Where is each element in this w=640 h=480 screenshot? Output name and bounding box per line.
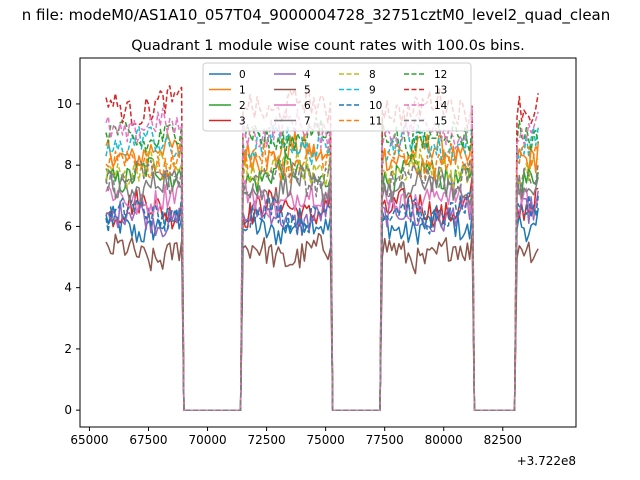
x-tick-label: 77500 — [366, 433, 404, 447]
legend-label-4: 4 — [304, 69, 311, 81]
x-tick-label: 65000 — [70, 433, 108, 447]
series-line-14 — [105, 105, 539, 411]
y-tick-label: 10 — [57, 97, 72, 111]
legend-label-11: 11 — [369, 116, 382, 128]
legend-label-9: 9 — [369, 85, 376, 97]
legend-box — [202, 62, 472, 132]
series-line-1 — [105, 131, 539, 411]
plot-area — [105, 85, 539, 411]
legend-label-2: 2 — [239, 100, 246, 112]
x-tick-label: 75000 — [307, 433, 345, 447]
chart-title: Quadrant 1 module wise count rates with … — [131, 38, 525, 54]
x-offset-label: +3.722e8 — [517, 454, 576, 468]
series-line-7 — [105, 164, 539, 411]
x-tick-label: 70000 — [188, 433, 226, 447]
legend-label-8: 8 — [369, 69, 376, 81]
series-line-10 — [105, 187, 539, 411]
legend-label-3: 3 — [239, 116, 246, 128]
x-tick-label: 72500 — [247, 433, 285, 447]
x-tick-label: 82500 — [484, 433, 522, 447]
legend-label-14: 14 — [434, 100, 448, 112]
y-tick-label: 8 — [64, 158, 72, 172]
legend-label-12: 12 — [434, 69, 447, 81]
series-line-5 — [105, 232, 539, 411]
legend-label-1: 1 — [239, 85, 246, 97]
axis-ticks: 65000 67500 70000 72500 75000 77500 80000 82500… — [57, 97, 522, 447]
series-line-15 — [105, 157, 539, 411]
series-line-11 — [105, 135, 539, 411]
legend-label-15: 15 — [434, 116, 447, 128]
legend-label-5: 5 — [304, 85, 311, 97]
y-tick-label: 4 — [64, 281, 72, 295]
series-line-6 — [105, 178, 539, 411]
axes-frame — [79, 57, 577, 428]
legend-label-0: 0 — [239, 69, 246, 81]
legend-label-13: 13 — [434, 85, 447, 97]
legend-label-10: 10 — [369, 100, 382, 112]
series-line-8 — [105, 148, 539, 411]
y-tick-label: 6 — [64, 219, 72, 233]
legend-label-7: 7 — [304, 116, 311, 128]
x-tick-label: 80000 — [425, 433, 463, 447]
figure-suptitle: n file: modeM0/AS1A10_057T04_9000004728_… — [22, 6, 611, 25]
y-tick-label: 2 — [64, 342, 72, 356]
y-tick-label: 0 — [64, 403, 72, 417]
x-tick-label: 67500 — [129, 433, 167, 447]
legend-label-6: 6 — [304, 100, 311, 112]
